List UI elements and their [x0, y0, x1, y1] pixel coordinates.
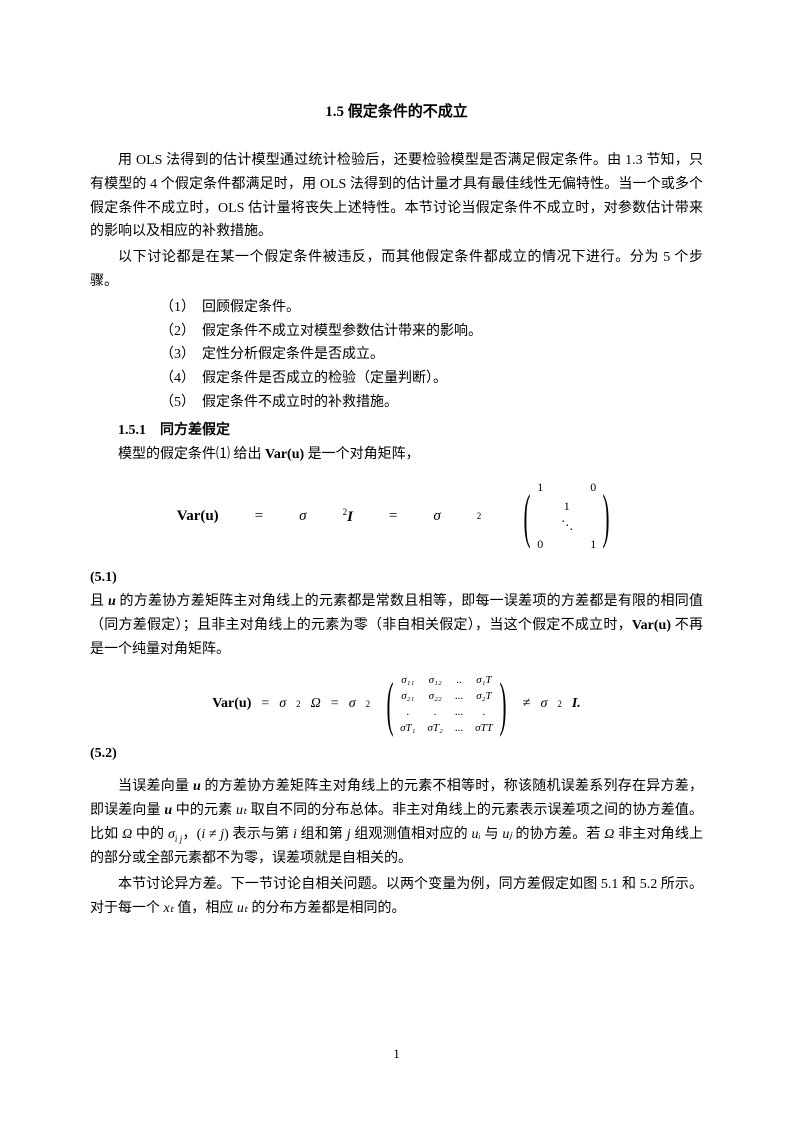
uj-sym: uⱼ — [502, 827, 511, 842]
eq1-eq1: = — [255, 508, 263, 525]
ut-sym: uₜ — [236, 803, 247, 818]
p5k: 的协方差。若 — [512, 827, 605, 842]
eq2-lhs: Var(u) — [212, 696, 251, 712]
eq1-sigma2: σ — [433, 508, 440, 525]
equation-number-1: (5.1) — [90, 566, 703, 590]
eq2-neq: ≠ — [523, 696, 531, 712]
equation-1: Var(u) = σ 2I = σ 2 ( 10 1 ⋱ 01 ) — [90, 480, 703, 552]
eq2-matrix: ( σ₁₁ σ₁₂ .. σ₁T σ₂₁ σ₂₂ ... σ₂T . . ...… — [380, 674, 513, 734]
matrix-right-paren: ) — [603, 492, 610, 540]
s22: σ₂₂ — [427, 690, 442, 702]
list-item-4: （4） 假定条件是否成立的检验（定量判断）。 — [90, 367, 703, 391]
eq2-I: I. — [572, 696, 581, 712]
p5c: 中的元素 — [172, 803, 236, 818]
sTT: σTT — [475, 722, 493, 734]
p4b: 的方差协方差矩阵主对角线上的元素都是常数且相等，即每一误差项的方差都是有限的相同… — [90, 594, 703, 633]
paragraph-5: 当误差向量 u 的方差协方差矩阵主对角线上的元素不相等时，称该随机误差系列存在异… — [90, 775, 703, 870]
eq2-eq1: = — [261, 696, 269, 712]
eq1-sigma1: σ — [299, 508, 306, 525]
ut-sym-2: uₜ — [237, 901, 248, 916]
equation-number-2: (5.2) — [90, 742, 703, 766]
u-sym-3: u — [164, 803, 172, 818]
m11: 1 — [537, 480, 543, 495]
u-sym-2: u — [193, 779, 201, 794]
s1T: σ₁T — [475, 674, 493, 686]
paragraph-2: 以下讨论都是在某一个假定条件被违反，而其他假定条件都成立的情况下进行。分为 5 … — [90, 246, 703, 294]
m13: 0 — [590, 480, 596, 495]
eq1-two2: 2 — [477, 511, 482, 521]
paragraph-4: 且 u 的方差协方差矩阵主对角线上的元素都是常数且相等，即每一误差项的方差都是有… — [90, 590, 703, 661]
eq1-I: I — [347, 509, 353, 525]
p4a: 且 — [90, 594, 108, 609]
list-item-5: （5） 假定条件不成立时的补救措施。 — [90, 391, 703, 415]
eq1-eq2: = — [389, 508, 397, 525]
eq2-sigma3: σ — [540, 696, 547, 712]
varu-sym-2: Var(u) — [632, 618, 671, 633]
subsection-heading: 1.5.1 同方差假定 — [90, 419, 703, 443]
s2T: σ₂T — [475, 690, 493, 702]
u-sym-1: u — [108, 594, 116, 609]
page-title: 1.5 假定条件的不成立 — [90, 100, 703, 121]
m33: 1 — [590, 537, 596, 552]
eq2-two3: 2 — [557, 699, 562, 709]
p3b: 是一个对角矩阵， — [304, 447, 420, 462]
p5g: ) 表示与第 — [224, 827, 293, 842]
eq2-two2: 2 — [366, 699, 371, 709]
eq2-sigma1: σ — [279, 696, 286, 712]
list-item-1: （1） 回顾假定条件。 — [90, 296, 703, 320]
xt-sym: xₜ — [164, 901, 174, 916]
subsection-number: 1.5.1 — [118, 423, 146, 438]
sij-a: σ — [168, 827, 175, 842]
sT1: σT₁ — [400, 722, 415, 734]
eq2-sigma2: σ — [349, 696, 356, 712]
matrix-left-paren: ( — [524, 492, 531, 540]
p5f: ，( — [182, 827, 201, 842]
equation-2: Var(u) = σ 2 Ω = σ 2 ( σ₁₁ σ₁₂ .. σ₁T σ₂… — [90, 674, 703, 734]
omega-sym-1: Ω — [122, 827, 132, 842]
sdT: . — [475, 706, 493, 718]
varu-symbol: Var(u) — [265, 447, 304, 462]
m22: 1 — [561, 499, 572, 514]
subsection-title: 同方差假定 — [160, 423, 230, 438]
p5e: 中的 — [132, 827, 168, 842]
list-item-3: （3） 定性分析假定条件是否成立。 — [90, 343, 703, 367]
eq1-lhs: Var(u) — [177, 508, 219, 525]
paragraph-6: 本节讨论异方差。下一节讨论自相关问题。以两个变量为例，同方差假定如图 5.1 和… — [90, 873, 703, 921]
p5i: 组观测值相对应的 — [351, 827, 472, 842]
p6c: 的分布方差都是相同的。 — [248, 901, 406, 916]
paragraph-3: 模型的假定条件⑴ 给出 Var(u) 是一个对角矩阵， — [90, 443, 703, 467]
s2d: ... — [455, 690, 463, 702]
sd2: . — [427, 706, 442, 718]
matrix2-left-paren: ( — [387, 680, 394, 728]
sTd: ... — [455, 722, 463, 734]
eq1-matrix: ( 1 0 1 ⋱ 0 1 ) — [517, 480, 616, 552]
sd1: . — [400, 706, 415, 718]
p5h: 组和第 — [297, 827, 347, 842]
s21: σ₂₁ — [400, 690, 415, 702]
s1d: .. — [455, 674, 463, 686]
m31: 0 — [537, 537, 543, 552]
eq2-two1: 2 — [296, 699, 301, 709]
omega-sym-2: Ω — [604, 827, 614, 842]
page-number: 1 — [0, 1046, 793, 1062]
p5a: 当误差向量 — [118, 779, 193, 794]
sdd: ... — [455, 706, 463, 718]
paragraph-1: 用 OLS 法得到的估计模型通过统计检验后，还要检验模型是否满足假定条件。由 1… — [90, 149, 703, 244]
m-ddots: ⋱ — [561, 518, 572, 533]
p6b: 值，相应 — [174, 901, 237, 916]
list-item-2: （2） 假定条件不成立对模型参数估计带来的影响。 — [90, 320, 703, 344]
sT2: σT₂ — [427, 722, 442, 734]
s11: σ₁₁ — [400, 674, 415, 686]
inej-sym: i ≠ j — [201, 827, 224, 842]
p3a: 模型的假定条件⑴ 给出 — [118, 447, 265, 462]
matrix2-right-paren: ) — [499, 680, 506, 728]
eq2-eq2: = — [331, 696, 339, 712]
eq2-omega: Ω — [311, 696, 321, 712]
ui-sym: uᵢ — [472, 827, 481, 842]
s12: σ₁₂ — [427, 674, 442, 686]
p5j: 与 — [481, 827, 503, 842]
